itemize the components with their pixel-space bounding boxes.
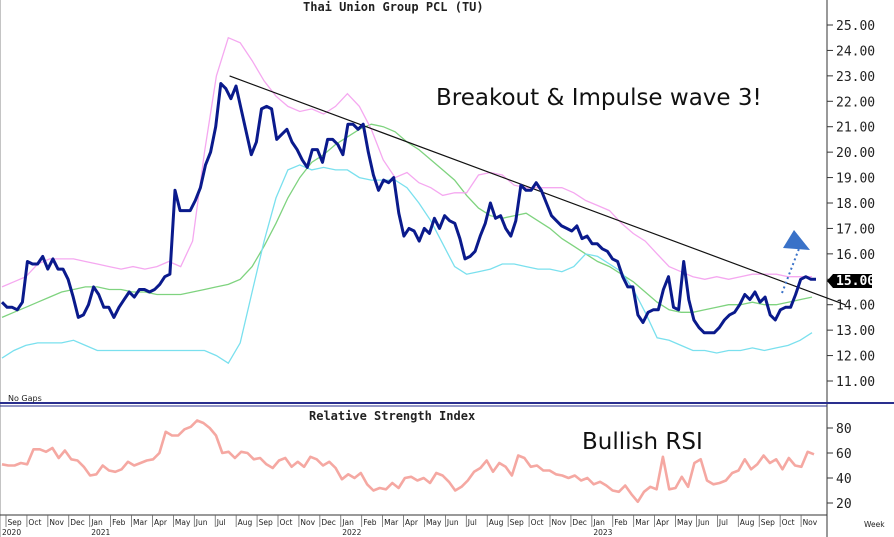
price-tick-label: 16.00 (836, 248, 875, 263)
price-tick-label: 22.00 (836, 95, 875, 110)
no-gaps-note: No Gaps (8, 394, 42, 403)
month-tick-label: Sep (761, 518, 775, 527)
rsi-tick-label: 40 (836, 472, 852, 487)
month-tick-label: Sep (510, 518, 524, 527)
rsi-chart-title: Relative Strength Index (309, 409, 475, 423)
rsi-annotation: Bullish RSI (582, 429, 703, 455)
month-tick-label: Nov (300, 518, 315, 527)
month-tick-label: May (426, 518, 442, 527)
year-label: 2021 (91, 528, 110, 537)
lower-band-line (1, 164, 813, 365)
upper-band-line (1, 36, 812, 288)
price-tick-label: 24.00 (836, 44, 875, 59)
month-tick-label: Dec (572, 518, 587, 527)
month-tick-label: Jun (446, 518, 459, 527)
last-price-marker: 15.00 (827, 274, 875, 289)
month-tick-label: Feb (112, 518, 126, 527)
price-tick-label: 19.00 (836, 172, 875, 187)
month-tick-label: Feb (363, 518, 377, 527)
month-tick-label: Jan (592, 518, 605, 527)
downtrend-line (229, 75, 846, 306)
month-tick-label: May (175, 518, 191, 527)
month-tick-label: Jan (341, 518, 354, 527)
breakout-arrow-head (783, 230, 810, 250)
month-tick-label: Sep (8, 518, 22, 527)
month-tick-label: Oct (28, 518, 41, 527)
month-tick-label: Feb (614, 518, 628, 527)
breakout-arrow-shaft (781, 245, 801, 294)
price-tick-label: 25.00 (836, 19, 875, 34)
month-tick-label: Oct (531, 518, 544, 527)
price-line (0, 82, 816, 335)
price-annotation: Breakout & Impulse wave 3! (436, 85, 762, 111)
month-tick-label: Nov (552, 518, 567, 527)
month-tick-label: Jul (467, 518, 477, 527)
month-tick-label: Jun (195, 518, 208, 527)
month-tick-label: Apr (405, 518, 419, 527)
month-tick-label: Mar (384, 518, 399, 527)
rsi-axis: 20 40 60 80 (827, 422, 852, 512)
price-axis: 11.00 12.00 13.00 14.00 16.00 17.00 18.00 19.00… (827, 19, 875, 390)
trendline-group (229, 75, 846, 306)
month-tick-label: Apr (154, 518, 168, 527)
time-unit-label: Week (864, 520, 885, 529)
month-tick-label: Jul (216, 518, 226, 527)
rsi-tick-label: 80 (836, 422, 852, 437)
price-tick-label: 21.00 (836, 121, 875, 136)
price-tick-label: 18.00 (836, 197, 875, 212)
year-label: 2023 (593, 528, 612, 537)
month-tick-label: Nov (803, 518, 818, 527)
month-tick-label: Jul (718, 518, 728, 527)
price-tick-label: 11.00 (836, 375, 875, 390)
year-label: 2022 (342, 528, 361, 537)
month-tick-label: Aug (489, 518, 504, 527)
last-price-label: 15.00 (836, 274, 875, 289)
rsi-tick-label: 20 (836, 497, 852, 512)
rsi-line (1, 419, 815, 504)
month-tick-label: Dec (321, 518, 336, 527)
month-tick-label: Aug (740, 518, 755, 527)
month-tick-label: Mar (635, 518, 650, 527)
month-tick-label: Jun (697, 518, 710, 527)
price-chart-title: Thai Union Group PCL (TU) (303, 0, 484, 14)
month-tick-label: May (677, 518, 693, 527)
price-tick-label: 13.00 (836, 324, 875, 339)
month-tick-label: Apr (656, 518, 670, 527)
middle-band-line (1, 123, 813, 318)
month-tick-label: Oct (782, 518, 795, 527)
month-tick-label: Dec (70, 518, 85, 527)
price-tick-label: 14.00 (836, 299, 875, 314)
price-tick-label: 20.00 (836, 146, 875, 161)
rsi-tick-label: 60 (836, 447, 852, 462)
rsi-series (1, 419, 815, 504)
time-axis: Sep Oct Nov Dec Jan Feb Mar Apr May Jun Jul Aug Sep O… (2, 515, 885, 537)
price-series (0, 82, 816, 335)
price-tick-label: 17.00 (836, 222, 875, 237)
year-label: 2020 (2, 528, 21, 537)
month-tick-label: Oct (280, 518, 293, 527)
month-tick-label: Nov (49, 518, 64, 527)
price-tick-label: 23.00 (836, 70, 875, 85)
month-tick-label: Aug (238, 518, 253, 527)
price-tick-label: 12.00 (836, 350, 875, 365)
month-tick-label: Mar (133, 518, 148, 527)
month-tick-label: Sep (259, 518, 273, 527)
month-tick-label: Jan (90, 518, 103, 527)
